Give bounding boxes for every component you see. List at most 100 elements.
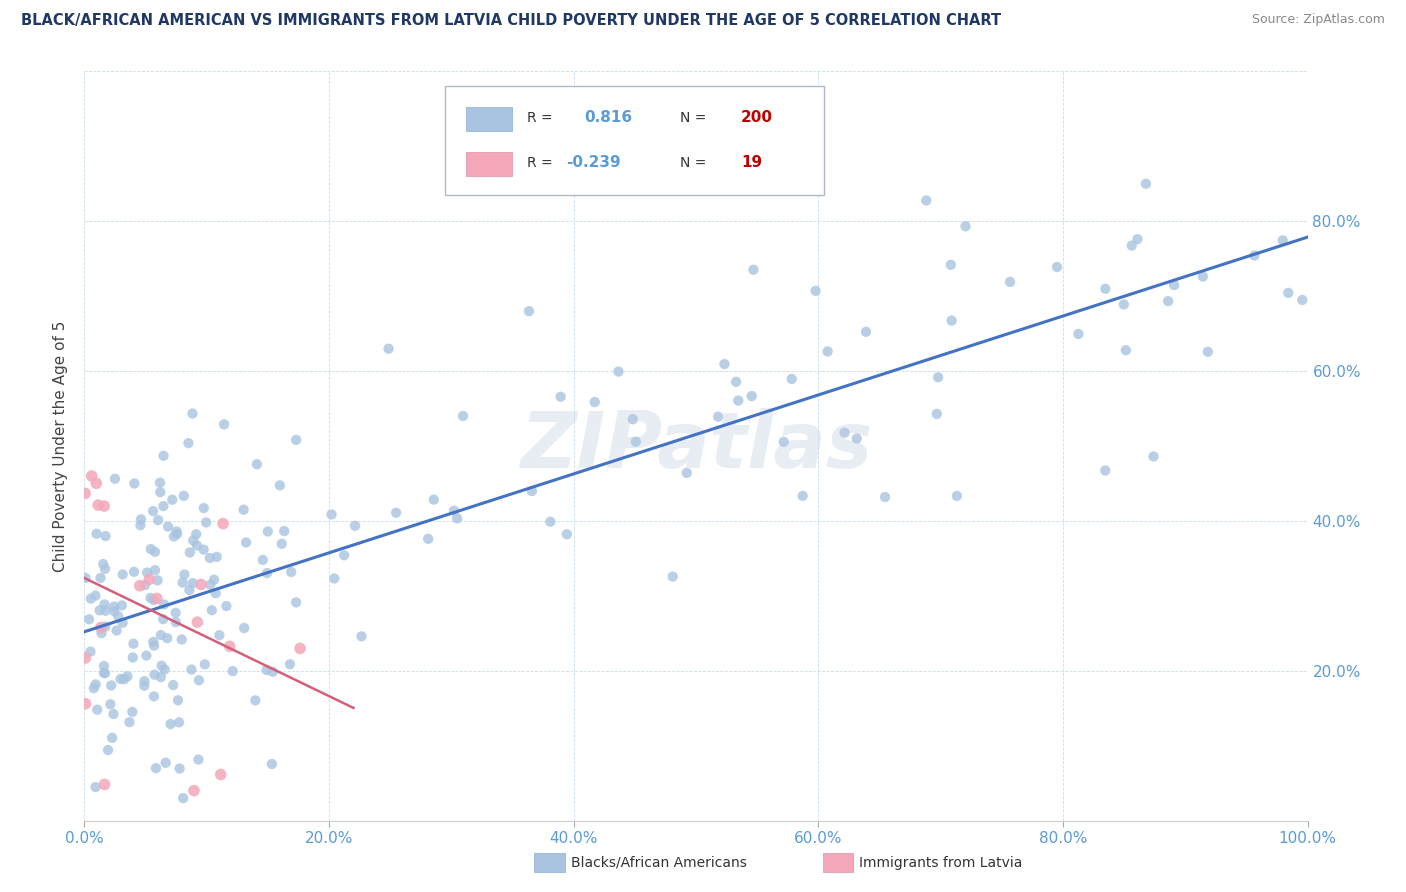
Point [134, 674, 156, 689]
Point [1112, 297, 1135, 311]
Point [94, 666, 117, 681]
Point [101, 731, 124, 745]
Point [201, 603, 224, 617]
Point [80, 591, 103, 606]
Point [84, 677, 107, 691]
Point [173, 489, 195, 503]
Point [280, 565, 302, 579]
Point [181, 533, 204, 548]
Point [139, 541, 162, 556]
Point [165, 615, 187, 629]
Point [517, 304, 540, 318]
Point [233, 621, 256, 635]
Point [86, 703, 108, 717]
Point [179, 582, 201, 597]
Point [538, 515, 561, 529]
Point [97, 743, 120, 757]
Point [1157, 294, 1180, 309]
Point [1126, 232, 1149, 246]
Point [200, 578, 222, 592]
Point [713, 357, 735, 371]
Point [172, 791, 194, 805]
Point [624, 434, 647, 449]
Point [129, 512, 152, 526]
Point [94, 604, 117, 618]
Point [725, 375, 748, 389]
Point [443, 504, 465, 518]
Point [256, 663, 278, 677]
Point [245, 693, 267, 707]
Point [1192, 269, 1215, 284]
Point [333, 548, 356, 562]
Text: Source: ZipAtlas.com: Source: ZipAtlas.com [1251, 13, 1385, 27]
Point [269, 478, 291, 492]
Point [1094, 282, 1116, 296]
Point [1115, 343, 1137, 358]
Text: Immigrants from Latvia: Immigrants from Latvia [859, 855, 1022, 870]
Point [1291, 293, 1313, 307]
Point [104, 472, 127, 486]
Point [146, 591, 169, 606]
Point [186, 615, 208, 629]
Point [86, 526, 108, 541]
Point [418, 532, 440, 546]
Point [103, 706, 125, 721]
Point [204, 586, 226, 600]
Point [270, 537, 292, 551]
Point [288, 641, 311, 656]
Point [451, 409, 474, 423]
Point [1271, 233, 1294, 247]
Point [1121, 238, 1143, 252]
Point [100, 698, 122, 712]
Point [707, 409, 730, 424]
Y-axis label: Child Poverty Under the Age of 5: Child Poverty Under the Age of 5 [53, 320, 69, 572]
Text: BLACK/AFRICAN AMERICAN VS IMMIGRANTS FROM LATVIA CHILD POVERTY UNDER THE AGE OF : BLACK/AFRICAN AMERICAN VS IMMIGRANTS FRO… [21, 13, 1001, 29]
Point [93, 777, 115, 791]
Point [1142, 450, 1164, 464]
Point [110, 672, 132, 686]
Point [278, 657, 301, 672]
Point [145, 761, 167, 775]
Point [100, 678, 122, 692]
Text: 0.816: 0.816 [585, 111, 633, 125]
Point [555, 527, 578, 541]
Point [1243, 248, 1265, 262]
Point [112, 672, 135, 686]
Point [218, 640, 240, 654]
Point [202, 573, 225, 587]
Point [252, 553, 274, 567]
Point [124, 476, 146, 491]
Point [134, 578, 156, 592]
Point [91, 557, 114, 571]
Point [136, 566, 159, 580]
Point [621, 412, 644, 426]
Point [855, 325, 877, 339]
Text: -0.239: -0.239 [567, 155, 621, 170]
Point [946, 489, 969, 503]
Point [83, 681, 105, 696]
Point [90, 621, 112, 635]
Point [780, 372, 803, 386]
Point [179, 545, 201, 559]
Point [93, 598, 115, 612]
Point [94, 562, 117, 576]
Point [93, 499, 115, 513]
Point [75, 486, 97, 500]
Text: R =: R = [527, 111, 557, 125]
Point [285, 595, 308, 609]
Point [198, 551, 221, 566]
Point [235, 535, 257, 549]
Point [215, 599, 238, 613]
Point [675, 466, 697, 480]
Point [350, 629, 373, 643]
Point [156, 519, 179, 533]
Point [103, 599, 125, 614]
Text: 200: 200 [741, 111, 773, 125]
Point [152, 612, 174, 626]
Point [1094, 463, 1116, 477]
Text: N =: N = [681, 111, 711, 125]
Point [143, 639, 166, 653]
Point [169, 762, 191, 776]
Point [89, 603, 111, 617]
Point [167, 715, 190, 730]
